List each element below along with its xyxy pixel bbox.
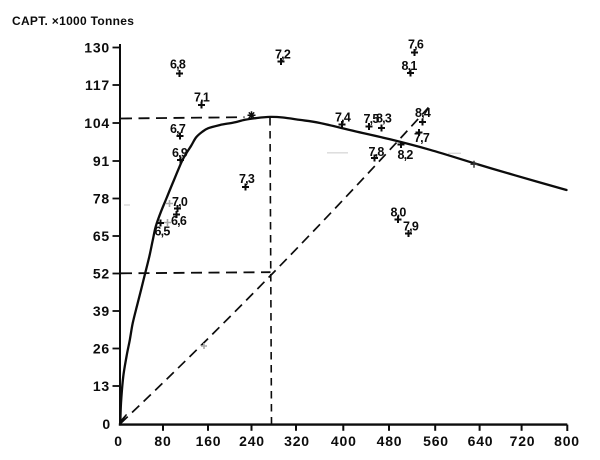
svg-text:8,3: 8,3 bbox=[376, 112, 392, 126]
svg-text:800: 800 bbox=[554, 433, 580, 449]
svg-text:6,7: 6,7 bbox=[170, 122, 186, 136]
svg-text:720: 720 bbox=[510, 433, 536, 449]
svg-text:0: 0 bbox=[114, 433, 123, 449]
svg-text:6,8: 6,8 bbox=[170, 58, 186, 72]
svg-text:6,6: 6,6 bbox=[171, 214, 187, 228]
svg-text:560: 560 bbox=[423, 433, 449, 449]
svg-text:39: 39 bbox=[93, 303, 110, 319]
svg-text:52: 52 bbox=[93, 266, 110, 282]
svg-text:8,1: 8,1 bbox=[402, 59, 418, 73]
svg-text:6,9: 6,9 bbox=[172, 146, 188, 160]
svg-text:7,5: 7,5 bbox=[364, 112, 380, 126]
svg-text:65: 65 bbox=[93, 228, 110, 244]
svg-text:7,9: 7,9 bbox=[403, 220, 419, 234]
svg-text:6,5: 6,5 bbox=[155, 225, 171, 239]
svg-text:80: 80 bbox=[154, 433, 171, 449]
svg-text:7,2: 7,2 bbox=[275, 48, 291, 62]
svg-text:8,4: 8,4 bbox=[415, 106, 431, 120]
svg-text:13: 13 bbox=[93, 378, 110, 394]
svg-text:160: 160 bbox=[196, 433, 222, 449]
svg-text:7,4: 7,4 bbox=[335, 111, 351, 125]
svg-text:7,3: 7,3 bbox=[239, 172, 255, 186]
svg-text:130: 130 bbox=[84, 40, 110, 56]
svg-text:26: 26 bbox=[93, 341, 110, 357]
svg-text:0: 0 bbox=[102, 416, 111, 432]
svg-text:7,7: 7,7 bbox=[414, 131, 430, 145]
svg-text:320: 320 bbox=[284, 433, 310, 449]
svg-text:7,8: 7,8 bbox=[369, 145, 385, 159]
svg-text:7,6: 7,6 bbox=[408, 38, 424, 52]
svg-text:400: 400 bbox=[331, 433, 357, 449]
svg-text:8,2: 8,2 bbox=[398, 148, 414, 162]
svg-text:117: 117 bbox=[85, 77, 110, 93]
svg-text:78: 78 bbox=[93, 191, 110, 207]
svg-text:7,0: 7,0 bbox=[172, 195, 188, 209]
svg-text:240: 240 bbox=[239, 433, 265, 449]
svg-text:104: 104 bbox=[84, 115, 110, 131]
svg-text:480: 480 bbox=[377, 433, 403, 449]
svg-text:91: 91 bbox=[93, 153, 110, 169]
svg-text:640: 640 bbox=[468, 433, 494, 449]
svg-text:7,1: 7,1 bbox=[194, 91, 210, 105]
svg-text:CAPT. ×1000 Tonnes: CAPT. ×1000 Tonnes bbox=[12, 14, 134, 28]
svg-text:8,0: 8,0 bbox=[391, 206, 407, 220]
